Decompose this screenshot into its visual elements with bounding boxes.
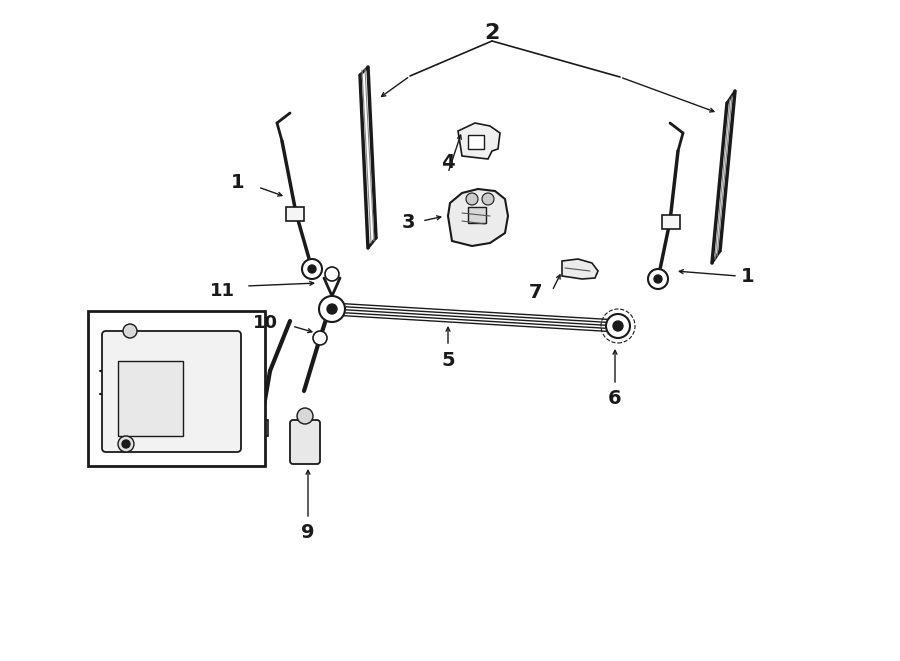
Circle shape — [648, 269, 668, 289]
Bar — [468, 135, 484, 149]
Text: 2: 2 — [484, 23, 500, 43]
Circle shape — [327, 304, 337, 314]
Circle shape — [122, 440, 130, 448]
Bar — [286, 207, 304, 221]
FancyBboxPatch shape — [290, 420, 320, 464]
Circle shape — [325, 267, 339, 281]
Circle shape — [466, 193, 478, 205]
Text: 8: 8 — [166, 414, 179, 432]
Text: 4: 4 — [441, 153, 454, 173]
Circle shape — [482, 193, 494, 205]
Text: 5: 5 — [441, 352, 454, 371]
Bar — [256, 420, 268, 436]
Text: 1: 1 — [742, 266, 755, 286]
Circle shape — [319, 296, 345, 322]
Circle shape — [313, 331, 327, 345]
FancyBboxPatch shape — [102, 331, 241, 452]
Circle shape — [302, 259, 322, 279]
Polygon shape — [562, 259, 598, 279]
Bar — [468, 207, 486, 223]
Circle shape — [308, 265, 316, 273]
Bar — [118, 361, 183, 436]
Text: 11: 11 — [210, 282, 235, 300]
Text: 10: 10 — [253, 314, 277, 332]
Circle shape — [654, 275, 662, 283]
Circle shape — [606, 314, 630, 338]
Circle shape — [118, 436, 134, 452]
Text: 7: 7 — [528, 284, 542, 303]
Text: 3: 3 — [401, 214, 415, 233]
Circle shape — [613, 321, 623, 331]
Polygon shape — [458, 123, 500, 159]
Circle shape — [123, 324, 137, 338]
Text: 9: 9 — [302, 524, 315, 543]
Circle shape — [297, 408, 313, 424]
Text: 6: 6 — [608, 389, 622, 408]
Bar — [88, 311, 265, 466]
Text: 1: 1 — [231, 173, 245, 192]
Bar — [662, 215, 680, 229]
Polygon shape — [448, 189, 508, 246]
